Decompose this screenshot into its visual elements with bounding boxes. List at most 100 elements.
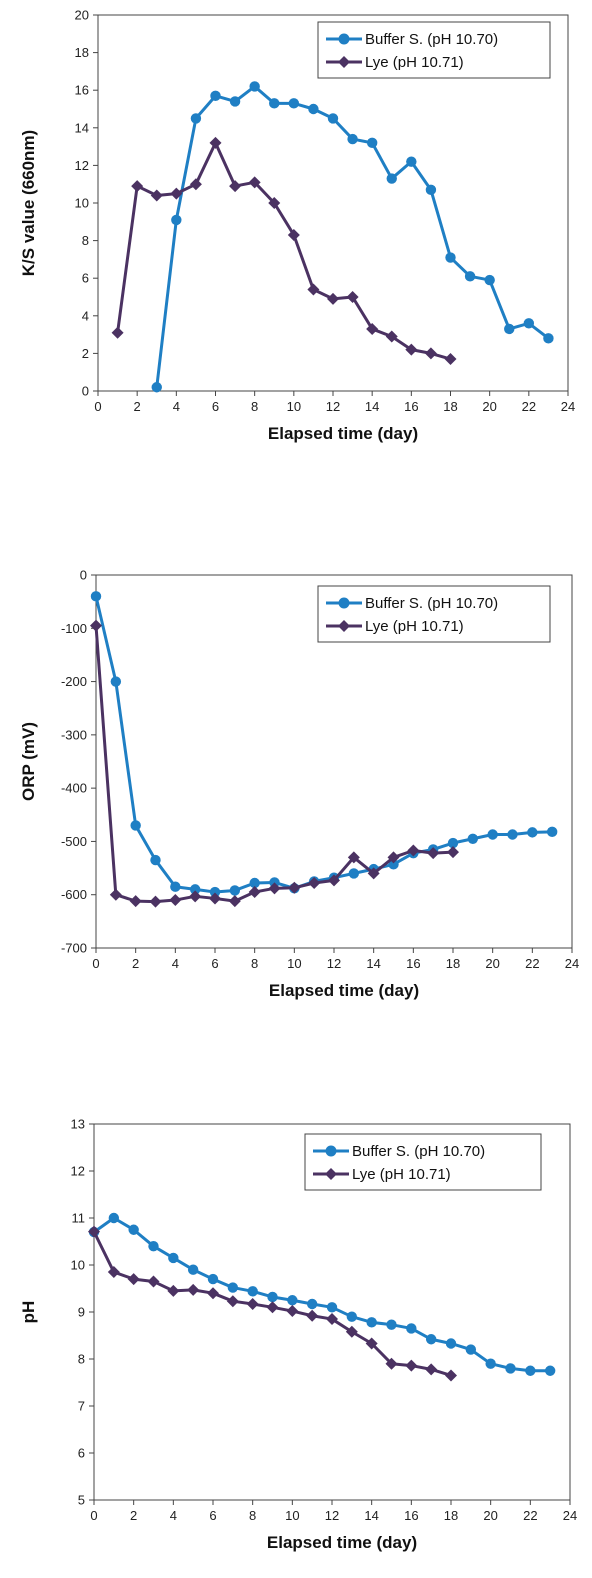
data-point <box>128 1224 139 1235</box>
x-tick-label: 22 <box>523 1508 537 1523</box>
data-point <box>90 619 102 632</box>
x-tick-label: 18 <box>443 399 457 414</box>
legend-box <box>304 1133 542 1191</box>
data-point <box>209 892 221 905</box>
data-point <box>131 180 144 193</box>
x-tick-label: 14 <box>364 1508 378 1523</box>
y-tick-label: 18 <box>75 45 89 60</box>
data-point <box>268 197 281 209</box>
data-point <box>306 1298 318 1310</box>
y-tick-label: -200 <box>61 674 87 689</box>
data-point <box>88 1225 100 1238</box>
data-point <box>447 846 459 859</box>
data-point <box>385 330 398 343</box>
data-point <box>444 353 457 366</box>
x-tick-label: 0 <box>90 1508 97 1523</box>
data-point <box>465 1344 477 1355</box>
legend: Buffer S. (pH 10.70) Lye (pH 10.71) <box>304 1133 542 1191</box>
data-point <box>327 113 339 124</box>
data-point <box>527 827 538 838</box>
data-point <box>149 895 162 908</box>
data-point <box>347 133 358 145</box>
data-point <box>170 881 181 892</box>
x-tick-label: 14 <box>366 956 380 971</box>
y-tick-label: 6 <box>78 1446 85 1461</box>
x-tick-label: 16 <box>406 956 420 971</box>
data-point <box>348 868 360 879</box>
data-point <box>229 885 241 896</box>
chart-3: 0 2 4 6 8 10 12 14 16 18 20 22 245678910111213Elapse… <box>19 1117 577 1553</box>
legend-label: Buffer S. (pH 10.70) <box>352 1143 485 1160</box>
data-point <box>345 1325 358 1338</box>
y-tick-label: -100 <box>61 621 87 636</box>
y-tick-label: 12 <box>71 1164 85 1179</box>
data-point <box>167 1284 180 1297</box>
x-tick-label: 8 <box>251 399 258 414</box>
data-point <box>406 156 417 167</box>
y-tick-label: 16 <box>75 83 89 98</box>
series-line <box>93 1216 551 1373</box>
x-tick-label: 8 <box>249 1508 256 1523</box>
y-tick-label: 14 <box>75 120 89 135</box>
data-point <box>487 829 498 840</box>
data-point <box>210 90 221 102</box>
data-point <box>523 318 535 329</box>
x-tick-label: 4 <box>170 1508 177 1523</box>
data-point <box>246 1298 259 1311</box>
legend-label: Lye (pH 10.71) <box>365 618 464 635</box>
x-tick-label: 0 <box>92 956 99 971</box>
data-point <box>269 98 280 109</box>
series-lye <box>88 1225 457 1382</box>
data-point <box>286 1305 299 1318</box>
y-axis-title: ORP (mV) <box>19 722 38 801</box>
series-lye <box>90 619 459 908</box>
data-point <box>249 81 260 92</box>
data-point <box>327 292 339 305</box>
data-point <box>386 1319 397 1330</box>
x-tick-label: 16 <box>404 1508 418 1523</box>
data-point <box>405 1359 418 1372</box>
legend-label: Buffer S. (pH 10.70) <box>365 31 498 48</box>
data-point <box>425 1334 437 1345</box>
y-tick-label: 10 <box>71 1258 85 1273</box>
data-point <box>168 1252 179 1264</box>
data-point <box>326 1313 338 1326</box>
legend: Buffer S. (pH 10.70) Lye (pH 10.71) <box>317 585 551 643</box>
y-tick-label: -700 <box>61 941 87 956</box>
x-tick-label: 20 <box>485 956 499 971</box>
y-tick-label: 4 <box>82 308 89 323</box>
y-tick-label: 8 <box>78 1352 85 1367</box>
data-point <box>447 837 459 849</box>
x-tick-label: 4 <box>173 399 180 414</box>
data-point <box>366 137 378 149</box>
legend-marker <box>338 33 350 45</box>
legend-marker <box>325 1145 337 1157</box>
data-point <box>170 187 183 200</box>
data-point <box>229 96 241 107</box>
y-tick-label: 2 <box>82 346 89 361</box>
data-point <box>346 1311 358 1322</box>
x-tick-label: 18 <box>444 1508 458 1523</box>
data-point <box>110 676 122 687</box>
legend: Buffer S. (pH 10.70) Lye (pH 10.71) <box>317 21 551 79</box>
data-point <box>228 895 241 908</box>
data-point <box>405 343 418 356</box>
chart-1: 0 2 4 6 8 10 12 14 16 18 20 22 2402468101214161820El… <box>19 8 575 444</box>
data-point <box>445 252 456 263</box>
data-point <box>388 859 399 870</box>
data-point <box>187 1264 199 1275</box>
data-point <box>226 1295 239 1308</box>
x-tick-label: 0 <box>94 399 101 414</box>
data-point <box>307 283 320 296</box>
data-point <box>367 867 380 880</box>
data-point <box>387 851 400 864</box>
data-point <box>366 1317 377 1328</box>
data-point <box>485 1358 496 1369</box>
x-tick-label: 8 <box>251 956 258 971</box>
data-point <box>287 228 300 241</box>
data-point <box>268 882 281 895</box>
x-tick-label: 2 <box>130 1508 137 1523</box>
y-tick-label: -400 <box>61 781 87 796</box>
x-axis-title: Elapsed time (day) <box>268 424 418 443</box>
y-tick-label: 0 <box>82 384 89 399</box>
